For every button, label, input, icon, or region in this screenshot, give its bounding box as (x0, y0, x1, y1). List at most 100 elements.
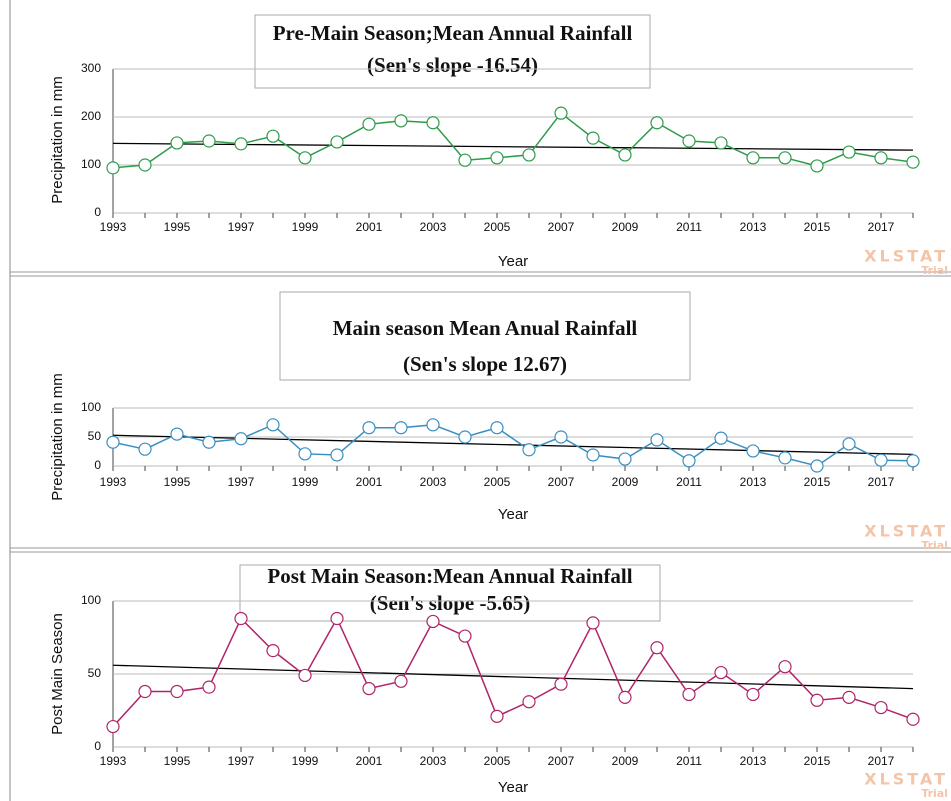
y-axis-label: Precipitation in mm (49, 76, 66, 204)
chart-subtitle: (Sen's slope -5.65) (370, 591, 530, 615)
x-tick-label: 2009 (612, 220, 639, 234)
data-point (554, 106, 568, 120)
data-point (618, 452, 632, 466)
data-point (202, 680, 216, 694)
data-point (746, 687, 760, 702)
x-tick-label: 2005 (484, 220, 511, 234)
title-box (254, 14, 651, 89)
data-point (106, 161, 120, 175)
data-point (362, 421, 376, 435)
chart-subtitle: (Sen's slope 12.67) (403, 352, 567, 376)
data-point (138, 684, 152, 699)
x-axis-label: Year (498, 779, 528, 796)
data-point (682, 687, 696, 702)
data-point (746, 151, 760, 165)
y-tick-label: 0 (94, 739, 101, 753)
data-point (874, 151, 888, 165)
data-point (714, 431, 728, 445)
x-tick-label: 2003 (420, 754, 447, 768)
x-tick-label: 1995 (164, 220, 191, 234)
data-point (554, 677, 568, 691)
series-line (112, 616, 914, 728)
data-point (426, 116, 440, 130)
y-tick-label: 50 (88, 429, 102, 443)
x-tick-label: 2005 (484, 754, 511, 768)
trend-line (112, 142, 914, 151)
data-point (778, 660, 792, 674)
x-tick-label: 2013 (740, 220, 767, 234)
data-point (202, 435, 216, 449)
data-point (330, 448, 344, 462)
y-tick-label: 100 (81, 157, 101, 171)
x-tick-label: 2017 (868, 220, 895, 234)
x-tick-label: 2017 (868, 754, 895, 768)
y-tick-label: 100 (81, 593, 101, 607)
x-tick-label: 1995 (164, 475, 191, 489)
data-point (458, 629, 472, 643)
data-point (650, 641, 664, 655)
data-point (170, 136, 184, 150)
title-box (239, 564, 661, 622)
y-tick-label: 300 (81, 61, 101, 75)
y-tick-label: 50 (88, 666, 102, 680)
data-point (330, 135, 344, 149)
x-tick-label: 2007 (548, 754, 575, 768)
data-point (682, 134, 696, 148)
data-point (234, 611, 248, 626)
data-point (394, 674, 408, 688)
data-point (554, 430, 568, 444)
data-point (714, 665, 728, 680)
watermark: XLSTAT (864, 247, 948, 266)
data-point (330, 611, 344, 626)
data-point (106, 435, 120, 449)
y-tick-label: 200 (81, 109, 101, 123)
x-tick-label: 1997 (228, 220, 255, 234)
title-box (279, 291, 691, 381)
watermark-sub: Trial (921, 787, 948, 800)
chart-title: Pre-Main Season;Mean Annual Rainfall (273, 21, 633, 45)
data-point (906, 454, 920, 468)
data-point (874, 700, 888, 715)
data-point (906, 155, 920, 169)
data-point (394, 114, 408, 128)
series-line (112, 112, 914, 169)
data-point (522, 695, 536, 709)
data-point (138, 442, 152, 456)
data-point (106, 719, 120, 734)
watermark-sub: Trial (921, 264, 948, 277)
data-point (298, 447, 312, 461)
x-tick-label: 2007 (548, 475, 575, 489)
x-tick-label: 2003 (420, 475, 447, 489)
x-tick-label: 2013 (740, 754, 767, 768)
x-tick-label: 1999 (292, 475, 319, 489)
data-point (266, 129, 280, 143)
data-point (586, 448, 600, 462)
data-point (714, 136, 728, 150)
x-tick-label: 2005 (484, 475, 511, 489)
data-point (810, 459, 824, 473)
x-tick-label: 1997 (228, 475, 255, 489)
data-point (842, 690, 856, 704)
data-point (170, 684, 184, 699)
data-point (906, 712, 920, 726)
data-point (426, 418, 440, 432)
x-tick-label: 2007 (548, 220, 575, 234)
data-point (586, 616, 600, 630)
data-point (266, 418, 280, 432)
data-point (746, 444, 760, 458)
data-point (682, 454, 696, 468)
data-point (522, 148, 536, 162)
data-point (618, 690, 632, 704)
trend-line (112, 664, 914, 690)
data-point (650, 433, 664, 447)
watermark-sub: Trial (921, 539, 948, 552)
chart-subtitle: (Sen's slope -16.54) (367, 53, 538, 77)
x-tick-label: 2003 (420, 220, 447, 234)
x-tick-label: 2011 (676, 220, 702, 234)
x-tick-label: 1993 (100, 754, 127, 768)
y-axis-label: Post Main Season (49, 613, 66, 735)
data-point (874, 453, 888, 467)
data-point (458, 430, 472, 444)
data-point (522, 443, 536, 457)
data-point (170, 427, 184, 441)
